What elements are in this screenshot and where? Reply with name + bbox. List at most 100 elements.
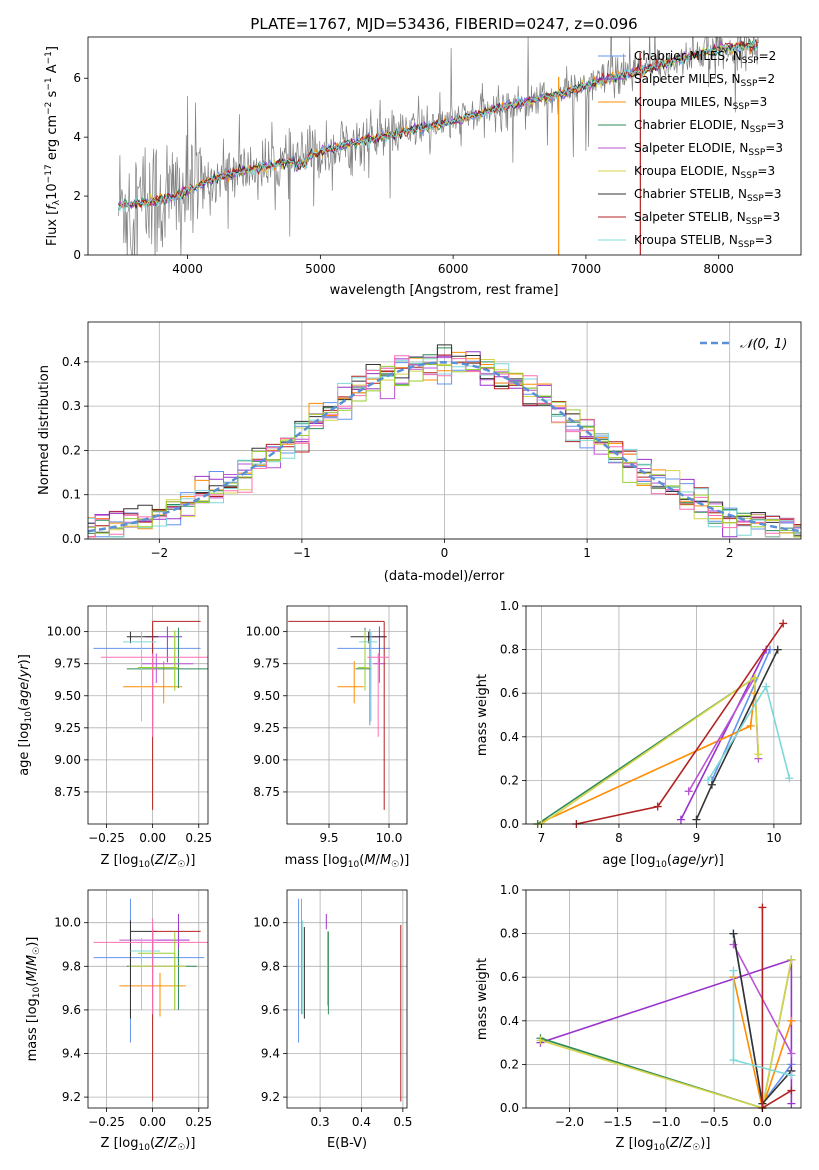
x-tick-label: −0.25 [88,1115,125,1129]
normal-legend-label: 𝒩(0, 1) [740,337,787,352]
x-tick-label: 8000 [703,262,734,276]
y-tick-label: 8.75 [54,785,81,799]
histogram-kroupa-elodie [88,357,801,538]
weight-marker-salpeter-miles [676,815,685,824]
y-tick-label: 9.2 [62,1090,81,1104]
legend-subscript: SSP [747,194,764,204]
y-tick-label: 9.8 [62,959,81,973]
x-tick-label: −2 [150,546,168,560]
y-tick-label: 0.3 [62,399,81,413]
weight-vs-age-ylabel: mass weight [475,674,490,756]
y-tick-label: 9.2 [261,1090,280,1104]
legend-count: =2 [757,72,775,86]
y-tick-label: 0.8 [500,643,519,657]
age-vs-metallicity-frame [87,605,209,825]
figure-title: PLATE=1767, MJD=53436, FIBERID=0247, z=0… [250,15,637,33]
x-tick-label: 0.00 [139,831,166,845]
legend-subscript: SSP [733,102,750,112]
weight-marker-kroupa-stelib [762,682,771,691]
weight-marker-kroupa-stelib [729,1056,738,1065]
legend-label: Salpeter STELIB, NSSP=3 [634,210,780,227]
age-vs-mass-frame [286,605,408,825]
weight-marker-salpeter-stelib [779,619,788,628]
y-tick-label: 6 [73,71,81,85]
residual-plot-area [88,344,801,538]
spectrum-frame [87,36,802,256]
y-tick-label: 9.50 [253,689,280,703]
y-tick-label: 0.2 [500,773,519,787]
weight-vs-age-frame [525,605,802,825]
legend-subscript: SSP [750,125,767,135]
legend-subscript: SSP [741,79,758,89]
weight-marker-kroupa-miles [746,721,755,730]
legend-subscript: SSP [746,217,763,227]
x-tick-label: −1 [293,546,311,560]
legend-label: Salpeter ELODIE, NSSP=3 [634,141,783,158]
model-fit-kroupa-stelib [118,39,758,212]
legend-count: =3 [755,233,773,247]
y-tick-label: 9.4 [62,1047,81,1061]
weight-marker-salpeter-elodie [684,787,693,796]
weight-vs-age-xlabel: age [log10(age/yr)] [602,853,724,870]
normal-distribution-curve [88,361,801,533]
mass-vs-ebv-frame [286,889,408,1109]
x-tick-label: −0.25 [88,831,125,845]
spectrum-ylabel: Flux [fλ10−17 erg cm−2 s−1 A−1] [44,46,62,246]
age-vs-metallicity-xlabel: Z [log10(Z/Z☉)] [101,853,196,870]
x-tick-label: 0.25 [185,831,212,845]
histogram-salpeter-miles [88,351,801,538]
x-tick-label: 2 [726,546,734,560]
x-tick-label: 4000 [172,262,203,276]
y-tick-label: 0.0 [62,532,81,546]
legend-count: =3 [757,164,775,178]
legend-subscript: SSP [742,56,759,66]
y-tick-label: 0 [73,248,81,262]
legend-count: =3 [765,141,783,155]
y-tick-label: 9.6 [261,1003,280,1017]
x-tick-label: 10 [766,831,781,845]
y-tick-label: 9.00 [54,753,81,767]
weight-marker-kroupa-elodie [750,673,759,682]
y-tick-label: 10.00 [246,625,280,639]
weight-marker-chabrier-stelib [707,780,716,789]
y-tick-label: 9.6 [62,1003,81,1017]
errorbar-group [93,898,208,1102]
legend-count: =2 [759,49,777,63]
y-tick-label: 0.2 [62,443,81,457]
weight-marker-chabrier-stelib [692,815,701,824]
weight-marker-salpeter-elodie [787,1049,796,1058]
weight-vs-metallicity-ylabel: mass weight [475,958,490,1040]
y-tick-label: 9.8 [261,959,280,973]
x-tick-label: 7 [538,831,546,845]
residual-ylabel: Normed distribution [37,365,52,495]
y-tick-label: 0.2 [500,1057,519,1071]
y-tick-label: 1.0 [500,599,519,613]
legend-count: =3 [764,187,782,201]
x-tick-label: −1.0 [651,1115,680,1129]
legend-count: =3 [750,95,768,109]
x-tick-label: 0.3 [311,1115,330,1129]
residual-panel: −2 −1 0 1 2 0.0 0.1 0.2 0.3 0.4 (data-model)/erro… [37,321,802,584]
histogram-kroupa-miles [88,351,801,537]
weight-marker-kroupa-stelib [785,774,794,783]
y-tick-label: 4 [73,130,81,144]
mass-vs-ebv-xlabel: E(B-V) [327,1136,367,1151]
weight-marker-chabrier-stelib [729,929,738,938]
x-tick-label: 0.00 [139,1115,166,1129]
age-vs-mass-xlabel: mass [log10(M/M☉)] [285,853,410,870]
x-tick-label: 6000 [438,262,469,276]
weight-marker-kroupa-stelib [729,966,738,975]
weight-marker-salpeter-miles [787,1099,796,1108]
mass-vs-ebv-panel: 0.3 0.4 0.5 9.2 9.4 9.6 9.8 10.0 E(B-V) [253,889,412,1151]
weight-marker-salpeter-stelib [758,903,767,912]
errorbar-group [288,620,391,810]
spectrum-plot-area [118,37,759,255]
y-tick-label: 9.4 [261,1047,280,1061]
spectrum-legend: Chabrier MILES, NSSP=2 Salpeter MILES, NS… [598,49,784,250]
x-tick-label: −0.5 [700,1115,729,1129]
y-tick-label: 9.75 [54,657,81,671]
histogram-chabrier-stelib [88,344,801,536]
legend-subscript: SSP [748,148,765,158]
x-tick-label: 7000 [571,262,602,276]
